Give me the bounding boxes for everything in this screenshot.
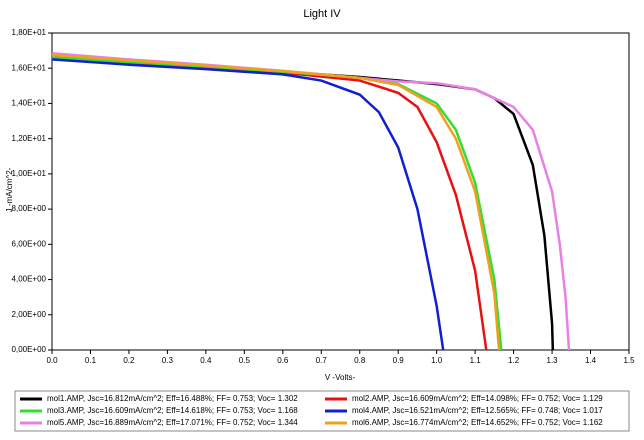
x-axis-label: V -Volts- [325,373,356,382]
iv-curve [51,53,501,351]
legend-box [14,390,630,432]
y-tick-label: 1,40E+01 [12,99,47,108]
y-tick-label: 1,60E+01 [12,63,47,72]
x-tick-label: 1.3 [547,356,559,365]
y-tick-label: 2,00E+00 [12,310,47,319]
y-tick-label: 6,00E+00 [12,239,47,248]
y-tick-label: 8,00E+00 [12,204,47,213]
x-tick-label: 0.3 [162,356,174,365]
x-tick-label: 0.4 [200,356,212,365]
y-tick-label: 1,00E+01 [12,169,47,178]
y-tick-label: 1,80E+01 [12,28,47,37]
x-tick-label: 1.1 [470,356,482,365]
legend-label: mol3.AMP, Jsc=16.609mA/cm^2; Eff=14.618%… [47,406,298,415]
y-tick-label: 0,00E+00 [12,345,47,354]
x-tick-label: 0.0 [46,356,58,365]
x-tick-label: 1.5 [623,356,635,365]
x-tick-label: 0.9 [393,356,405,365]
legend-label: mol6.AMP, Jsc=16.774mA/cm^2; Eff=14.652%… [352,418,603,427]
legend-label: mol5.AMP, Jsc=16.889mA/cm^2; Eff=17.071%… [47,418,298,427]
iv-curve [51,58,445,351]
plot-area [51,32,630,351]
x-tick-label: 0.8 [354,356,366,365]
legend-label: mol4.AMP, Jsc=16.521mA/cm^2; Eff=12.565%… [352,406,603,415]
x-tick-label: 0.6 [277,356,289,365]
legend-label: mol1.AMP, Jsc=16.812mA/cm^2; Eff=16.488%… [47,394,298,403]
x-tick-label: 0.7 [316,356,328,365]
x-tick-label: 0.2 [123,356,135,365]
x-tick-label: 0.1 [85,356,97,365]
x-tick-label: 1.4 [585,356,597,365]
x-tick-label: 1.2 [508,356,520,365]
y-axis-label: J -mA/cm^2- [5,167,14,212]
x-tick-label: 1.0 [431,356,443,365]
y-tick-label: 1,20E+01 [12,134,47,143]
y-tick-label: 4,00E+00 [12,275,47,284]
legend-label: mol2.AMP, Jsc=16.609mA/cm^2; Eff=14.098%… [352,394,603,403]
chart-title: Light IV [303,8,341,20]
x-tick-label: 0.5 [239,356,251,365]
